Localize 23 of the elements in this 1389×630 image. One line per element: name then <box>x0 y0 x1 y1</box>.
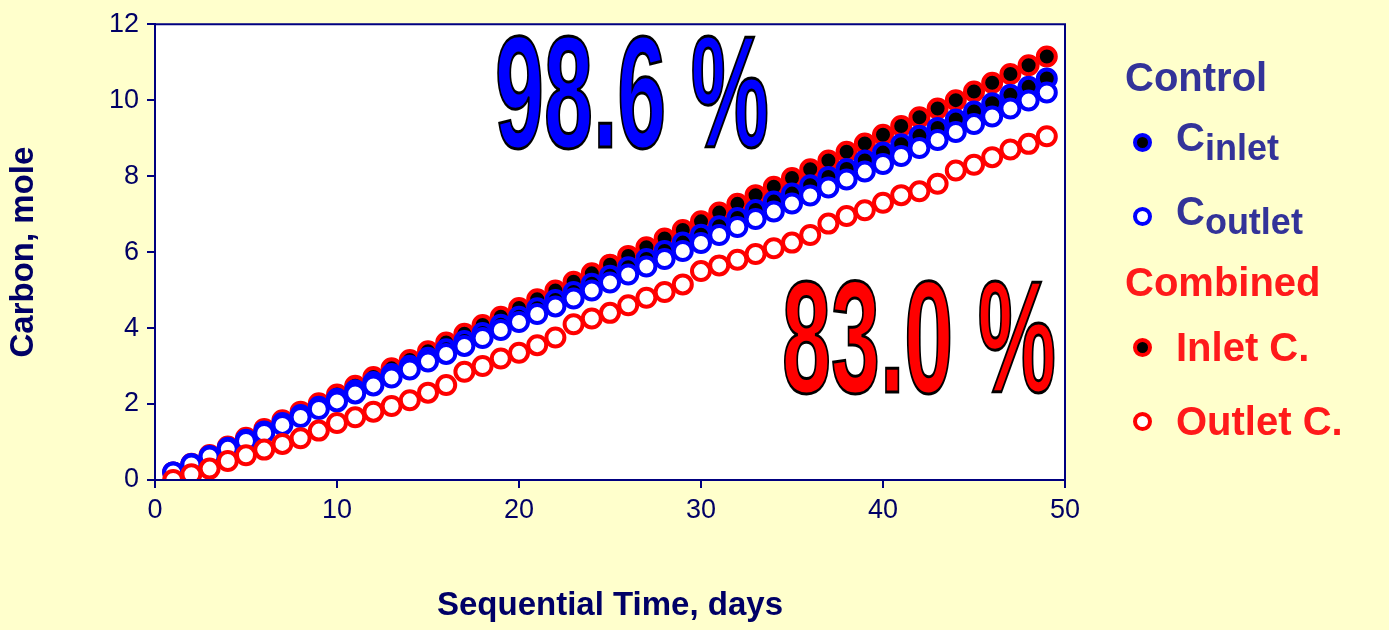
y-tick-label: 8 <box>123 159 139 190</box>
y-tick-label: 6 <box>123 235 139 266</box>
y-tick-label: 12 <box>108 7 139 38</box>
annotation: 98.6 % <box>495 2 769 181</box>
x-tick-label: 20 <box>503 493 535 524</box>
x-tick-label: 40 <box>867 493 899 524</box>
legend-label: C$_{inlet}$ <box>1176 115 1279 169</box>
y-tick-label: 2 <box>123 387 139 418</box>
y-axis-title: Carbon, mole <box>2 146 40 358</box>
y-tick-label: 10 <box>108 83 139 114</box>
x-tick-label: 0 <box>147 493 163 524</box>
x-axis-title: Sequential Time, days <box>436 585 784 623</box>
legend-label: Inlet C. <box>1176 324 1310 370</box>
x-tick-label: 50 <box>1049 493 1081 524</box>
y-tick-label: 0 <box>123 463 139 494</box>
text: Combined <box>1125 260 1322 305</box>
legend-label: Outlet C. <box>1176 398 1343 444</box>
y-tick-label: 4 <box>123 311 139 342</box>
text: Control <box>1125 55 1269 100</box>
x-tick-label: 30 <box>685 493 717 524</box>
annotation: 83.0 % <box>782 247 1056 426</box>
x-tick-label: 10 <box>321 493 353 524</box>
legend-label: C$_{outlet}$ <box>1176 189 1303 243</box>
